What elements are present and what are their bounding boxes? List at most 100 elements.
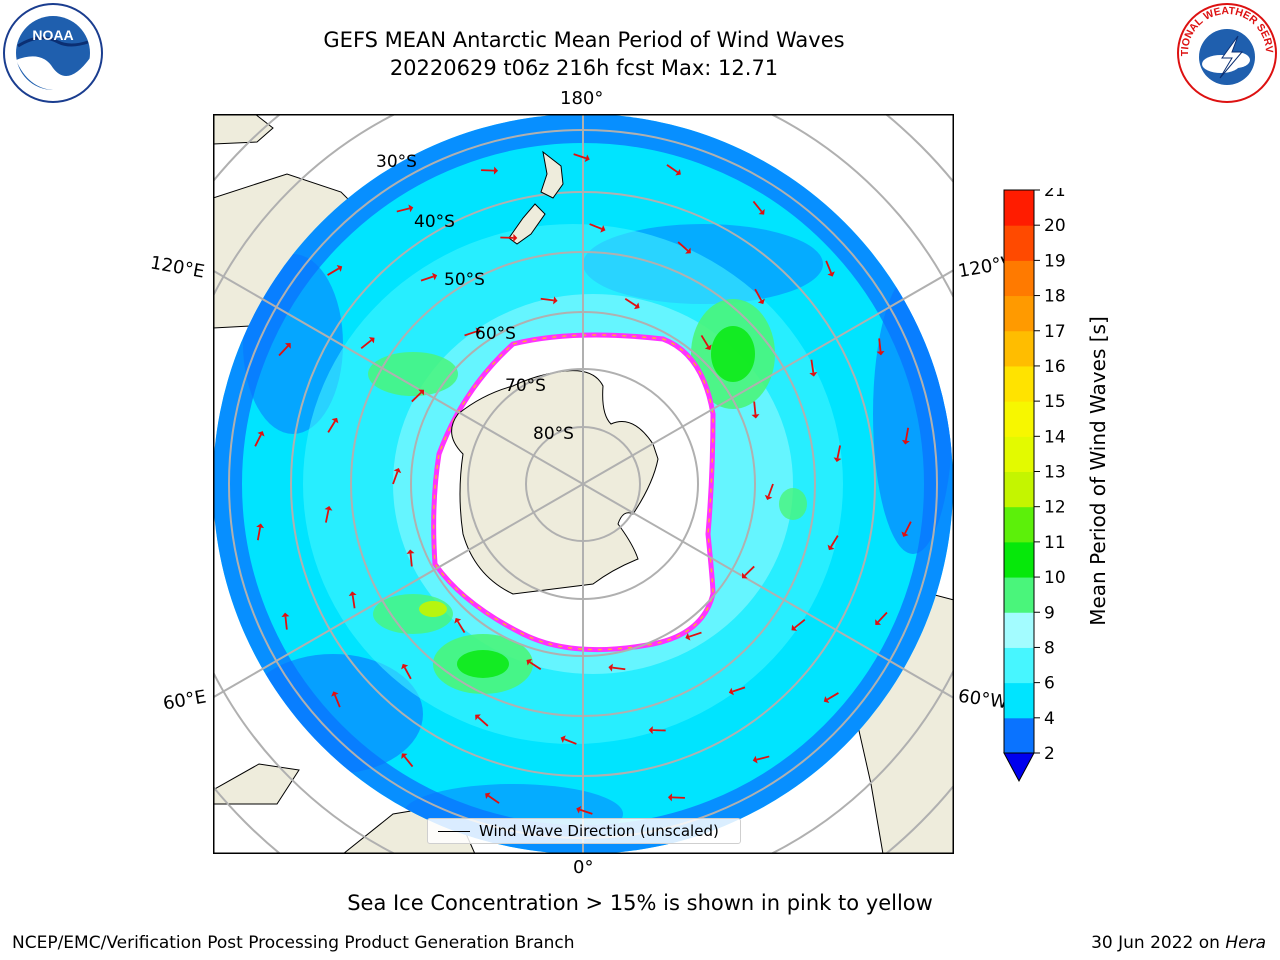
wave-direction-arrowhead	[281, 612, 290, 618]
lat-label-70s: 70°S	[505, 376, 546, 396]
wave-direction-arrowhead	[475, 714, 481, 721]
map-subtitle-forecast: 20220629 t06z 216h fcst Max: 12.71	[389, 56, 779, 80]
wave-direction-arrow	[573, 153, 587, 160]
wave-direction-arrow	[767, 483, 774, 497]
colorbar-tick-label: 19	[1044, 251, 1066, 271]
colorbar-segment	[1004, 717, 1034, 754]
colorbar-segment	[1004, 330, 1034, 367]
wave-direction-arrowhead	[685, 247, 691, 254]
wave-direction-arrowhead	[751, 414, 760, 419]
wave-direction-arrowhead	[901, 531, 909, 537]
wave-direction-arrow	[794, 618, 806, 629]
lat-label-60s: 60°S	[475, 324, 516, 344]
wave-direction-arrowhead	[758, 209, 765, 215]
wave-direction-arrowhead	[406, 549, 415, 554]
wave-direction-arrowhead	[634, 302, 640, 310]
wave-direction-arrowhead	[576, 805, 582, 814]
footer-host: Hera	[1225, 933, 1266, 953]
wave-direction-arrowhead	[256, 523, 265, 529]
wave-direction-arrowhead	[493, 166, 499, 175]
sea-ice-note: Sea Ice Concentration > 15% is shown in …	[347, 891, 933, 915]
lat-label-40s: 40°S	[414, 212, 455, 232]
wave-direction-arrowhead	[876, 350, 885, 356]
wave-direction-arrow	[904, 521, 912, 534]
map-frame-border	[213, 114, 954, 854]
noaa-logo: NOAA	[2, 2, 104, 104]
graticule	[213, 114, 954, 854]
wave-direction-arrowhead	[553, 296, 558, 305]
lon-label-60w: 60°W	[956, 685, 1009, 714]
colorbar-tick-label: 18	[1044, 287, 1066, 307]
wave-direction-arrow	[392, 471, 399, 485]
wave-direction-arrow	[396, 207, 410, 213]
wave-direction-arrow	[666, 164, 679, 174]
map-title: GEFS MEAN Antarctic Mean Period of Wind …	[323, 28, 845, 52]
lon-label-0: 0°	[573, 857, 594, 878]
colorbar-graphic: 2 4 6 8 9 10 11 12 13 14 15 16 17 18 19 20 21	[1003, 181, 1066, 783]
colorbar-tick-label: 10	[1044, 568, 1066, 588]
wave-direction-arrow	[579, 808, 593, 815]
wave-direction-arrowhead	[901, 439, 910, 445]
wave-direction-arrowhead	[584, 154, 590, 163]
lon-label-60e: 60°E	[161, 686, 208, 715]
wind-wave-direction-arrows	[254, 153, 912, 815]
wave-direction-arrow	[278, 345, 289, 357]
colorbar-segment	[1004, 401, 1034, 437]
colorbar: 2 4 6 8 9 10 11 12 13 14 15 16 17 18 19 20 21	[1003, 181, 1083, 792]
wave-direction-arrow	[409, 553, 413, 567]
colorbar-segment	[1004, 541, 1034, 578]
wave-direction-arrowhead	[675, 168, 681, 176]
colorbar-tick-label: 14	[1044, 427, 1066, 447]
wave-direction-arrowhead	[257, 431, 265, 437]
wave-direction-arrowhead	[454, 618, 462, 624]
wave-direction-arrowhead	[667, 793, 673, 802]
wave-direction-arrowhead	[685, 632, 691, 641]
wave-direction-arrowhead	[742, 572, 748, 579]
colorbar-segment	[1004, 436, 1034, 472]
noaa-logo-text: NOAA	[32, 27, 73, 43]
colorbar-tick-label: 11	[1044, 533, 1066, 553]
wave-direction-arrowhead	[526, 658, 532, 666]
colorbar-tick-label: 6	[1044, 674, 1055, 694]
colorbar-extend-triangle	[1003, 752, 1035, 783]
colorbar-segment	[1004, 471, 1034, 508]
wave-direction-arrowhead	[331, 417, 339, 424]
wave-direction-arrowhead	[284, 343, 291, 349]
wave-direction-arrow	[732, 686, 746, 693]
wave-direction-arrow	[403, 755, 414, 768]
wave-direction-arrow	[836, 445, 841, 459]
wave-direction-arrow	[420, 275, 434, 282]
wave-direction-arrowhead	[560, 735, 566, 743]
wave-direction-arrowhead	[827, 544, 835, 551]
wave-direction-arrow	[589, 223, 603, 230]
wave-direction-arrowhead	[336, 264, 343, 272]
wave-direction-arrow	[753, 401, 757, 415]
wave-direction-arrowhead	[348, 591, 357, 596]
wave-direction-arrowhead	[418, 389, 424, 396]
wave-direction-arrow	[464, 330, 478, 337]
colorbar-tick-label: 15	[1044, 392, 1066, 412]
colorbar-tick-label: 8	[1044, 638, 1055, 658]
wave-direction-arrow	[254, 434, 262, 447]
footer-credit: NCEP/EMC/Verification Post Processing Pr…	[12, 933, 575, 953]
colorbar-title: Mean Period of Wind Waves [s]	[1086, 316, 1110, 626]
wave-direction-arrow	[540, 297, 554, 302]
colorbar-tick-label: 4	[1044, 709, 1055, 729]
wave-direction-arrow	[810, 359, 815, 373]
wave-direction-arrowhead	[608, 663, 613, 672]
colorbar-segment	[1004, 682, 1034, 719]
wave-direction-arrow	[360, 339, 372, 350]
wave-direction-arrowhead	[752, 755, 758, 764]
wave-direction-arrowhead	[791, 624, 798, 631]
wave-direction-arrowhead	[728, 687, 734, 696]
wave-direction-arrowhead	[331, 691, 339, 697]
wave-direction-arrowhead	[600, 225, 606, 233]
colorbar-segment	[1004, 295, 1034, 332]
wave-direction-arrow	[688, 631, 702, 638]
wave-direction-arrowhead	[513, 233, 518, 242]
colorbar-segment	[1004, 612, 1034, 648]
wave-direction-arrow	[754, 288, 763, 302]
wave-direction-arrowhead	[401, 753, 408, 759]
lon-label-180: 180°	[560, 88, 604, 109]
wave-direction-arrow	[457, 620, 466, 634]
